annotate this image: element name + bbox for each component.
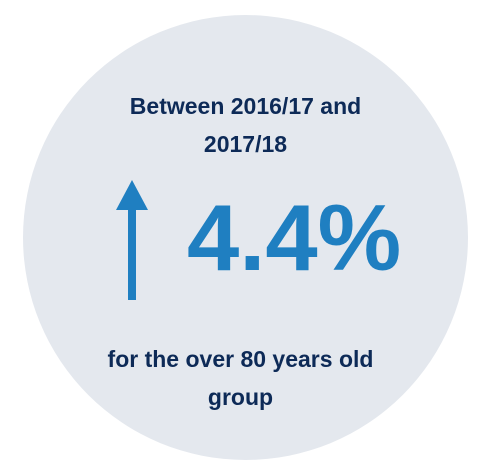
group-description-line-1: for the over 80 years old (107, 346, 374, 372)
group-description: for the over 80 years old group (70, 340, 411, 416)
group-description-line-2: group (207, 384, 274, 410)
period-heading: Between 2016/17 and 2017/18 (80, 87, 411, 163)
period-heading-line-1: Between 2016/17 and (129, 93, 362, 119)
background-circle (23, 15, 468, 460)
stat-value: 4.4% (187, 185, 402, 290)
up-arrow-icon (116, 180, 148, 300)
period-heading-line-2: 2017/18 (203, 131, 288, 157)
